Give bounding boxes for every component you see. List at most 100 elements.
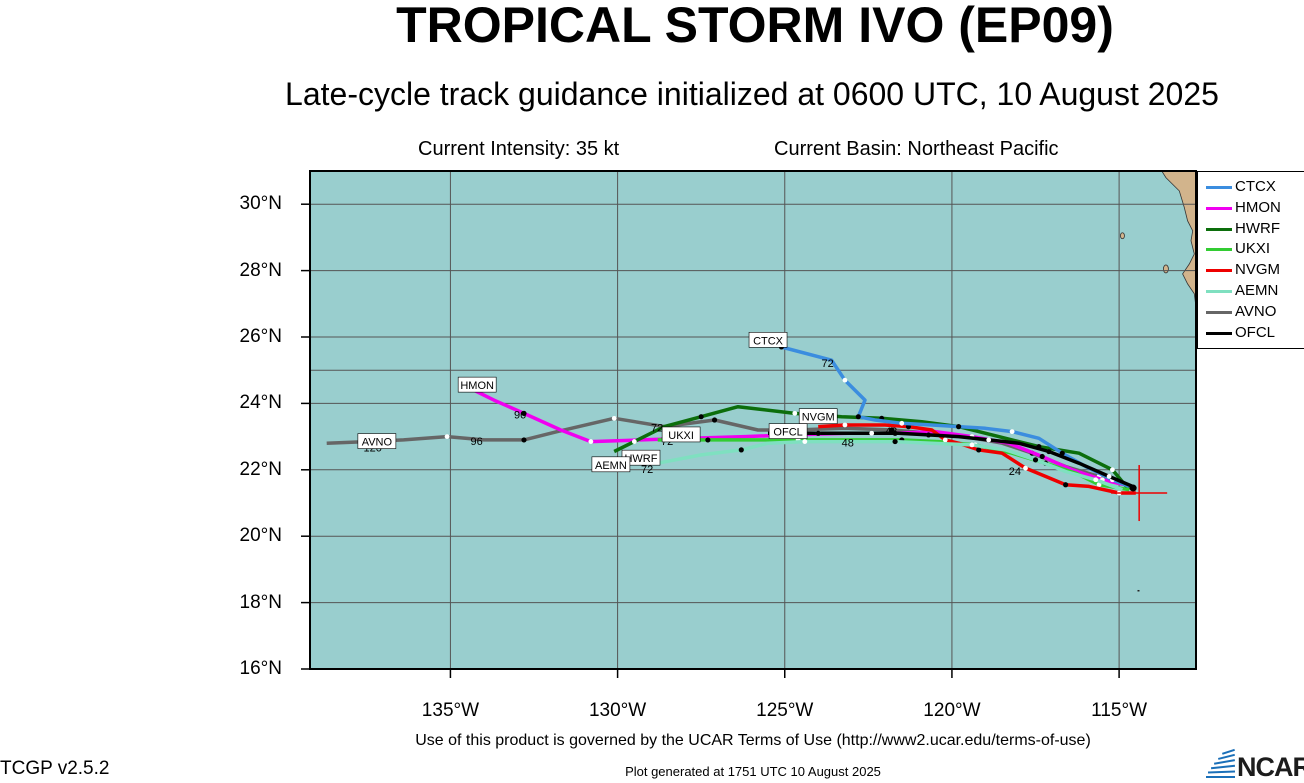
map-subtitle: Late-cycle track guidance initialized at… [285,76,1219,112]
forecast-point-major [705,437,711,443]
land-island [1163,264,1169,274]
forecast-point-major [892,438,898,445]
legend-label: UKXI [1235,240,1271,258]
legend-label: CTCX [1235,178,1276,195]
forecast-point [899,420,905,426]
track-name-box [748,332,788,348]
forecast-point-major [698,414,704,420]
forecast-point-major [889,427,895,433]
forecast-point [1093,477,1099,483]
land-island [1137,589,1140,592]
forecast-hour-label: 96 [514,409,526,421]
forecast-point [1096,482,1102,488]
forecast-point-major [1039,453,1045,460]
model-legend: CTCX HMON HWRF UKXI NVGM AEMN AVNO OFCL [1197,171,1304,349]
forecast-hour-label: 72 [651,423,663,435]
forecast-point [1009,429,1015,435]
lat-tick-label: 20°N [239,525,282,547]
forecast-hour-label: 72 [641,464,653,476]
legend-swatch [1206,186,1232,189]
legend-label: NVGM [1235,261,1280,279]
track-name-box [357,433,397,449]
current-position-dot [1129,484,1137,492]
forecast-point-major [1063,482,1069,488]
ncar-logo: NCAR [1204,748,1304,782]
track-name-box [768,423,808,439]
ncar-logo-text: NCAR [1237,752,1304,782]
forecast-point [1110,467,1115,473]
track-name-text: AEMN [595,460,627,472]
forecast-point [842,422,848,428]
track-name-text: UKXI [668,430,694,442]
version-label: TCGP v2.5.2 [0,758,110,779]
legend-label: HMON [1235,198,1281,216]
forecast-point [588,439,594,444]
plot-generated-label: Plot generated at 1751 UTC 10 August 202… [625,764,881,779]
forecast-point-major [956,424,962,430]
track-name-label: UKXI [661,426,701,443]
forecast-point [986,437,992,443]
lat-tick-label: 22°N [239,458,282,480]
forecast-point-major [815,430,821,436]
lat-tick-label: 24°N [239,392,282,414]
track-name-text: CTCX [753,335,784,347]
track-name-box [798,408,838,424]
track-name-text: AVNO [362,437,393,449]
legend-label: OFCL [1235,323,1276,341]
forecast-point [611,415,617,421]
track-name-text: OFCL [773,427,802,439]
lon-tick-label: 130°W [588,700,647,721]
plot-area: 120969672722448727248AVNOHMONHWRFUKXINVG… [310,171,1196,669]
forecast-point-major [1046,448,1052,455]
track-name-text: NVGM [802,412,835,424]
land-island [1120,232,1125,240]
lat-tick-label: 18°N [239,591,282,613]
track-name-label: OFCL [768,423,808,439]
track-name-label: AEMN [591,456,631,473]
forecast-hour-label: 48 [842,438,854,450]
forecast-point [969,442,975,448]
lon-tick-label: 125°W [756,700,814,721]
track-name-text: HWRF [624,453,657,465]
forecast-hour-label: 24 [1009,466,1021,478]
track-nvgm [818,422,1136,496]
legend-label: HWRF [1235,219,1280,237]
forecast-point [631,439,637,444]
lon-tick-label: 135°W [421,700,480,721]
ncar-logo-mark-icon [1206,748,1236,778]
plot-frame [309,170,1197,670]
lat-tick-label: 16°N [239,658,282,679]
track-name-box [591,456,631,473]
forecast-point-major [521,437,527,443]
forecast-point-major [855,414,861,420]
lat-tick-label: 26°N [239,326,282,347]
current-position-marker [1111,465,1168,522]
forecast-point [444,434,450,439]
legend-swatch [1206,290,1232,293]
track-name-label: CTCX [748,332,788,348]
track-name-label: AVNO [357,433,397,449]
forecast-point [942,437,948,443]
track-name-label: NVGM [798,408,838,424]
track-line [768,431,1134,489]
track-name-label: HWRF [621,449,661,466]
track-name-label: HMON [457,376,497,393]
forecast-hour-label: 48 [885,426,897,438]
legend-swatch [1206,206,1232,210]
forecast-point-major [711,417,718,423]
current-intensity: Current Intensity: 35 kt [418,138,620,160]
lon-tick-label: 115°W [1091,700,1148,721]
track-line [657,439,1124,492]
forecast-point [792,410,798,416]
legend-swatch [1206,310,1232,314]
legend-label: AEMN [1235,282,1279,299]
forecast-point-major [976,447,982,453]
forecast-point-major [738,447,744,453]
forecast-point-major [1032,457,1039,463]
track-ofcl [768,430,1134,489]
forecast-hour-label: 96 [470,436,482,448]
lat-tick-label: 30°N [239,193,282,215]
track-name-text: HMON [460,380,494,392]
forecast-point-major [521,410,527,416]
